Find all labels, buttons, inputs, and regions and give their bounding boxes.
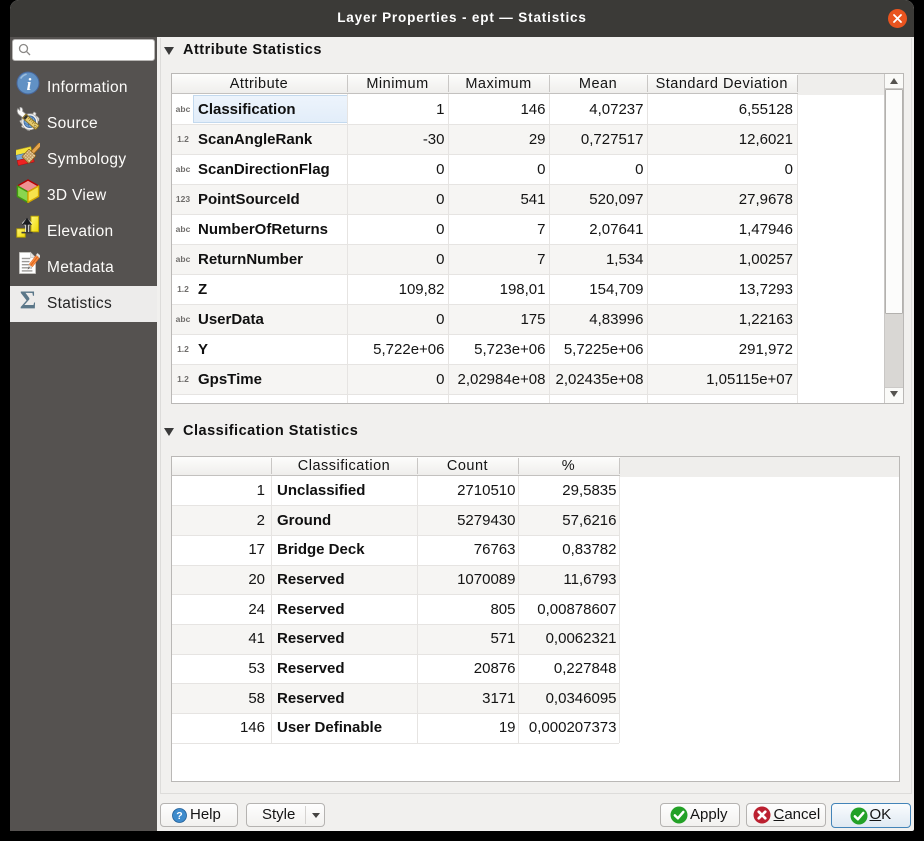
svg-text:i: i xyxy=(27,75,32,94)
svg-text:?: ? xyxy=(176,810,182,822)
svg-text:Σ: Σ xyxy=(20,287,36,311)
